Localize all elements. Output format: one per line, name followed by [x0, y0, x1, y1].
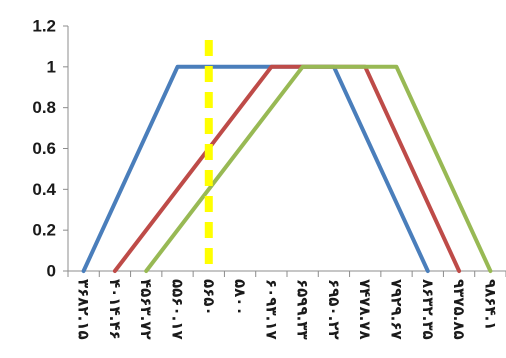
- y-tick-label: 0.4: [32, 180, 56, 199]
- x-tick-label: ۵۸۰۰: [231, 279, 249, 316]
- x-axis: [67, 270, 506, 277]
- y-tick-label: 0.8: [32, 98, 56, 117]
- plot-area: [81, 64, 493, 273]
- x-tick-label: ۵۶۵۰: [200, 279, 218, 316]
- x-tick-label: ۳۶۸۲.۱۵: [75, 279, 93, 340]
- series-line-3: [144, 64, 493, 273]
- y-tick-label: 0.6: [32, 139, 56, 158]
- x-tick-label: ۷۹۲۹.۶۷: [388, 279, 406, 340]
- series-line-1: [81, 64, 430, 273]
- x-tick-label: ۹۳۷۵.۸۵: [450, 279, 468, 340]
- y-tick-label: 1.2: [32, 17, 56, 36]
- x-tick-label: ۹۸۶۴.۱: [481, 279, 499, 330]
- x-tick-label: ۷۴۷۸.۷۸: [356, 279, 374, 340]
- x-tick-labels: ۳۶۸۲.۱۵ ۴۰۱۴.۴۶ ۴۵۶۳.۷۲ ۵۵۶۰.۱۷ ۵۶۵۰ ۵۸۰۰ ۶۰۹۳…: [75, 279, 500, 340]
- y-tick-label: 1: [47, 57, 56, 76]
- x-tick-label: ۴۰۱۴.۴۶: [106, 279, 124, 340]
- y-tick-labels: 0 0.2 0.4 0.6 0.8 1 1.2: [32, 17, 56, 281]
- x-tick-label: ۶۹۵۰.۲۲: [325, 279, 343, 340]
- y-axis: [63, 25, 69, 272]
- x-tick-label: ۵۵۶۰.۱۷: [169, 279, 187, 340]
- x-tick-label: ۶۵۹۹.۳۳: [294, 279, 312, 340]
- x-tick-label: ۴۵۶۳.۷۲: [137, 279, 155, 340]
- x-tick-label: ۸۶۳۲.۳۵: [419, 279, 437, 340]
- series-line-2: [112, 64, 462, 273]
- y-tick-label: 0.2: [32, 221, 56, 240]
- x-tick-label: ۶۰۹۳.۱۷: [262, 279, 280, 340]
- y-tick-label: 0: [47, 262, 56, 281]
